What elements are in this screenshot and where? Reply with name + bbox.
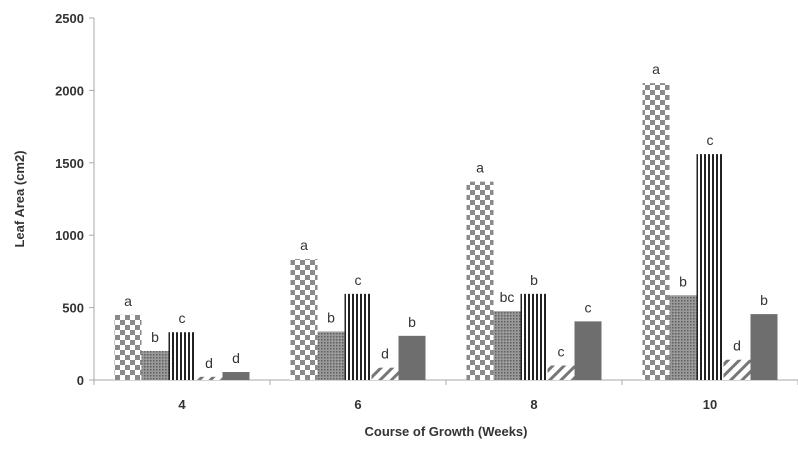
bar [547,365,575,380]
bar [466,181,494,380]
bar-significance-label: d [381,346,389,362]
bar [398,335,426,380]
bar-significance-label: c [585,299,592,315]
x-tick-label: 10 [703,397,717,412]
bar [222,372,250,380]
bar [344,293,372,380]
x-axis-title: Course of Growth (Weeks) [364,424,527,439]
bar-significance-label: bc [500,289,515,305]
bar [642,83,670,380]
bar [168,332,196,380]
bar-significance-label: a [652,61,660,77]
x-tick-label: 4 [178,397,186,412]
bar-significance-label: d [733,338,741,354]
bar [723,359,751,380]
x-axis-ticks: 4 6 8 10 [93,380,798,412]
bar-significance-label: b [679,273,687,289]
y-tick-label: 0 [77,373,84,388]
bar-significance-label: c [179,310,186,326]
bar-significance-label: c [707,132,714,148]
y-axis-title: Leaf Area (cm2) [12,150,27,247]
bar-significance-label: b [530,272,538,288]
bar [141,351,169,380]
bar-significance-label: d [232,350,240,366]
x-tick-label: 8 [530,397,537,412]
bar [493,311,521,380]
bar [371,367,399,380]
bar-significance-label: b [327,309,335,325]
y-axis-ticks: 0 500 1000 1500 2000 2500 [55,11,94,388]
y-tick-label: 2000 [55,83,84,98]
bars [114,83,778,380]
bar [195,376,223,380]
bar-significance-label: a [476,160,484,176]
bar [574,321,602,380]
y-tick-label: 2500 [55,11,84,26]
x-tick-label: 6 [354,397,361,412]
bar-significance-label: c [355,272,362,288]
bar [696,154,724,380]
y-tick-label: 500 [62,301,84,316]
bar [750,314,778,380]
y-tick-label: 1500 [55,156,84,171]
bar-significance-label: a [124,293,132,309]
bar-significance-label: c [558,344,565,360]
bar [290,259,318,380]
bar-significance-label: d [205,355,213,371]
bar-significance-label: a [300,237,308,253]
y-tick-label: 1000 [55,228,84,243]
bar-significance-label: b [760,292,768,308]
bar [114,314,142,380]
bar [669,295,697,380]
bar-significance-label: b [151,329,159,345]
bar [317,331,345,380]
bar-significance-label: b [408,314,416,330]
bar [520,293,548,380]
